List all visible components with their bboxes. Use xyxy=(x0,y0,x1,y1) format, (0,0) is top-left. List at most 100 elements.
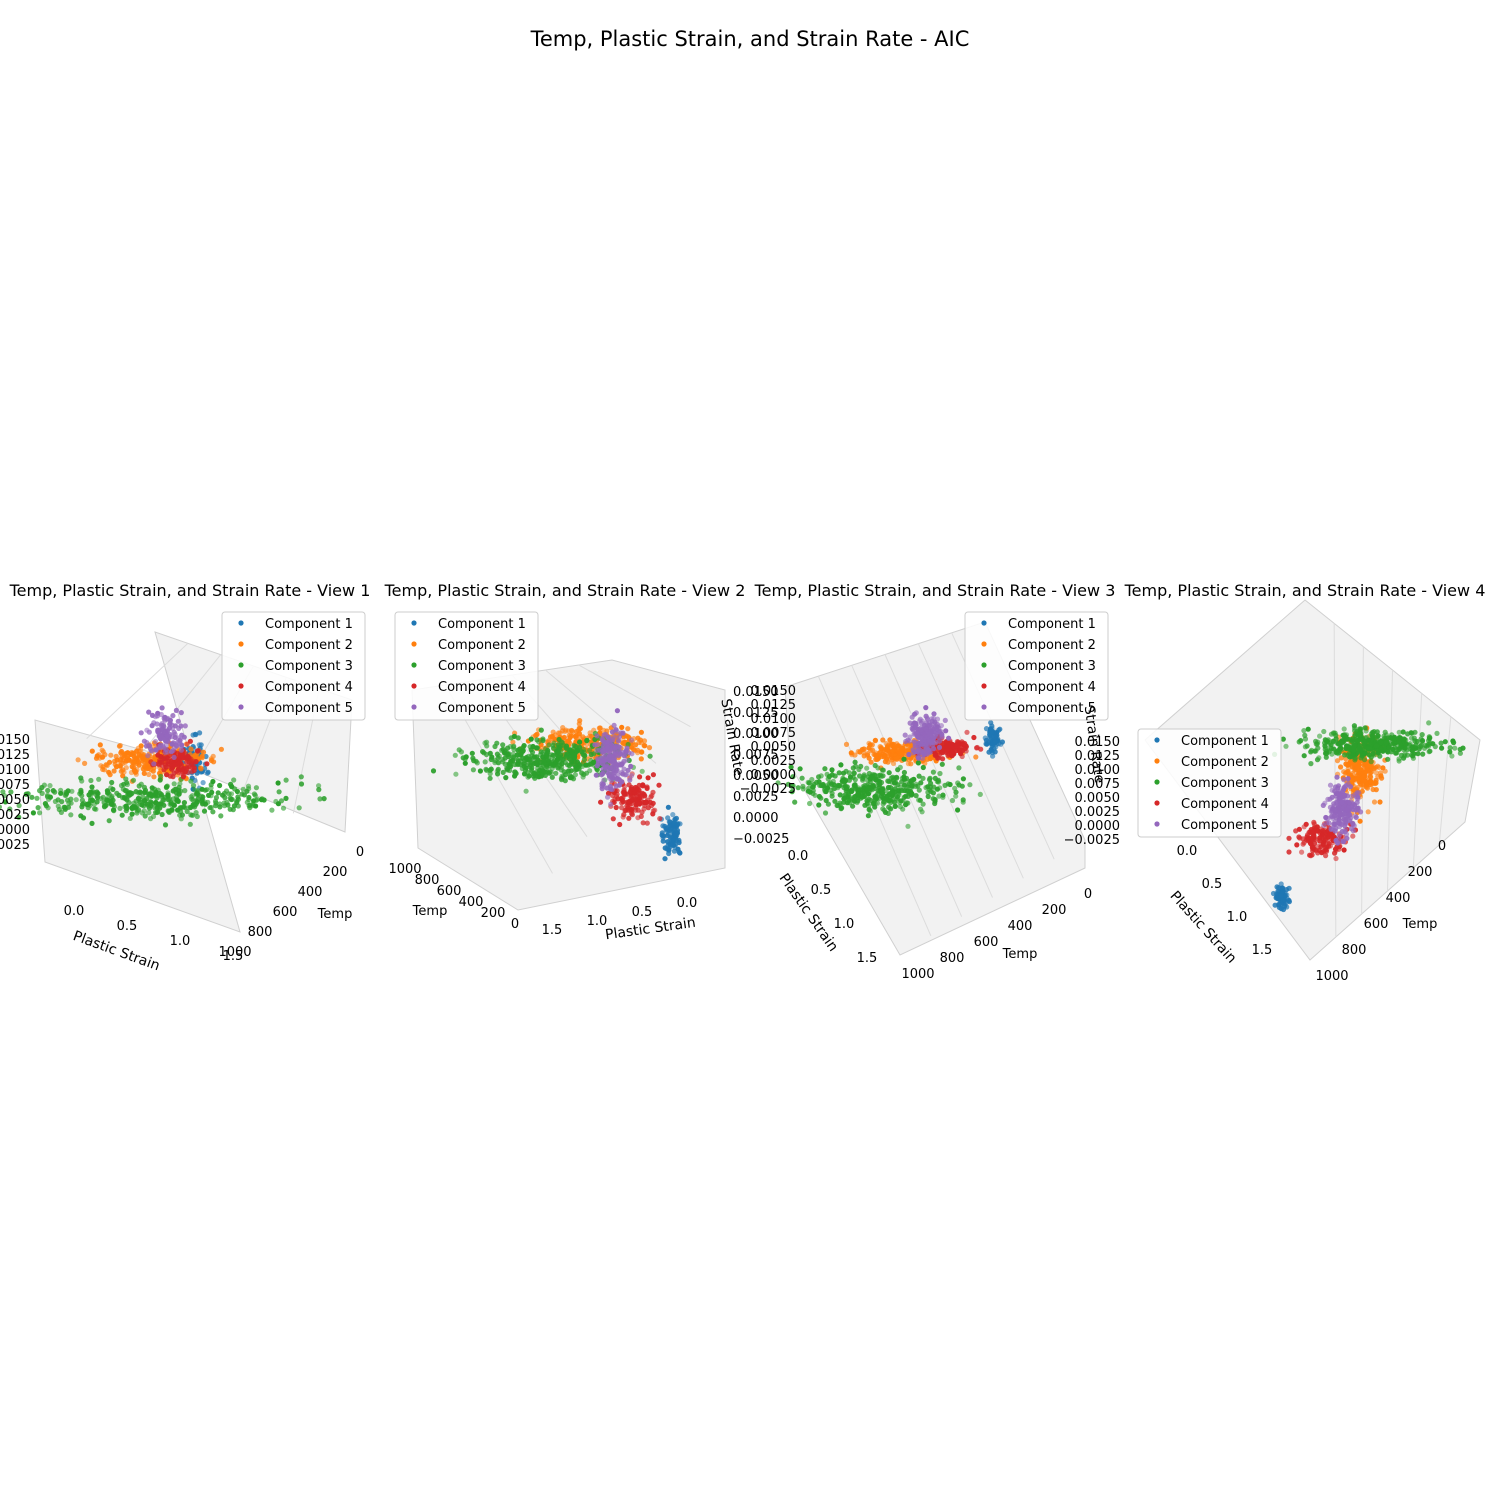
data-point xyxy=(1361,774,1367,780)
data-point xyxy=(298,774,304,780)
data-point xyxy=(1427,748,1433,754)
data-point xyxy=(108,752,114,758)
data-point xyxy=(135,795,142,801)
data-point xyxy=(201,808,208,814)
data-point xyxy=(918,727,924,733)
data-point xyxy=(861,746,867,752)
legend-label: Component 1 xyxy=(1181,734,1269,749)
data-point xyxy=(566,740,573,746)
data-point xyxy=(82,760,88,767)
data-point xyxy=(139,758,145,764)
data-point xyxy=(574,748,580,754)
data-point xyxy=(56,806,62,813)
data-point xyxy=(1347,812,1353,818)
data-point xyxy=(165,715,171,721)
data-point xyxy=(129,759,136,766)
data-point xyxy=(130,777,137,783)
grid-line xyxy=(137,654,222,758)
data-point xyxy=(189,769,195,775)
data-point xyxy=(901,776,908,782)
data-point xyxy=(920,752,926,758)
data-point xyxy=(872,762,878,769)
data-point xyxy=(956,765,962,771)
data-point xyxy=(0,789,6,795)
data-point xyxy=(673,815,680,822)
data-point xyxy=(576,725,582,731)
data-point xyxy=(674,821,681,828)
data-point xyxy=(945,744,951,750)
data-point xyxy=(902,732,908,738)
data-point xyxy=(665,804,672,810)
data-point xyxy=(173,707,179,714)
data-point xyxy=(175,718,181,724)
x-tick-label: 800 xyxy=(415,873,440,888)
data-point xyxy=(843,777,849,783)
data-point xyxy=(246,802,252,809)
data-point xyxy=(73,797,79,803)
data-point xyxy=(920,801,926,807)
data-point xyxy=(865,803,872,809)
data-point xyxy=(273,798,279,805)
data-point xyxy=(149,789,155,795)
data-point xyxy=(184,754,190,760)
data-point xyxy=(650,789,656,795)
data-point xyxy=(634,786,640,792)
data-point xyxy=(252,792,258,798)
data-point xyxy=(158,711,164,718)
data-point xyxy=(163,738,169,744)
data-point xyxy=(850,765,856,771)
data-point xyxy=(34,795,40,801)
data-point xyxy=(568,733,574,739)
data-point xyxy=(153,738,159,745)
data-point xyxy=(1341,816,1347,822)
data-point xyxy=(166,808,172,814)
data-point xyxy=(612,745,619,751)
y-tick-label: 0.0 xyxy=(677,896,698,911)
data-point xyxy=(179,742,185,748)
axes-pane xyxy=(411,659,726,911)
data-point xyxy=(1338,764,1344,770)
data-point xyxy=(181,800,187,806)
data-point xyxy=(619,724,625,731)
data-point xyxy=(1305,832,1311,838)
legend-label: Component 1 xyxy=(1008,617,1096,632)
data-point xyxy=(178,808,184,815)
data-point xyxy=(1308,749,1314,755)
data-point xyxy=(119,812,125,818)
panel-view-2: Temp, Plastic Strain, and Strain Rate - … xyxy=(384,581,790,943)
data-point xyxy=(626,750,632,756)
x-tick-label: 400 xyxy=(298,885,323,900)
z-tick-label: −0.0025 xyxy=(0,838,30,853)
legend-marker xyxy=(411,641,417,647)
data-point xyxy=(122,795,128,802)
data-point xyxy=(520,749,526,755)
x-tick-label: 200 xyxy=(1408,865,1433,880)
data-point xyxy=(598,799,604,805)
x-tick-label: 800 xyxy=(248,925,273,940)
data-point xyxy=(602,764,608,770)
y-tick-label: 0.5 xyxy=(1202,877,1223,892)
data-point xyxy=(512,761,518,768)
data-point xyxy=(841,799,847,805)
data-point xyxy=(909,791,915,797)
data-point xyxy=(1328,826,1334,833)
data-point xyxy=(613,783,619,789)
data-point xyxy=(104,788,110,794)
data-point xyxy=(534,731,540,738)
legend-marker xyxy=(981,683,987,689)
data-point xyxy=(926,777,933,783)
data-point xyxy=(639,768,645,774)
data-point xyxy=(44,794,51,800)
data-point xyxy=(984,741,990,747)
data-point xyxy=(631,746,637,753)
x-tick-label: 0 xyxy=(356,845,364,860)
x-tick-label: 600 xyxy=(974,935,999,950)
data-point xyxy=(594,733,600,739)
x-tick-label: 200 xyxy=(1042,903,1067,918)
x-tick-label: 200 xyxy=(323,865,348,880)
data-point xyxy=(179,732,185,738)
data-point xyxy=(577,739,583,745)
data-point xyxy=(624,791,630,797)
data-point xyxy=(583,762,590,768)
